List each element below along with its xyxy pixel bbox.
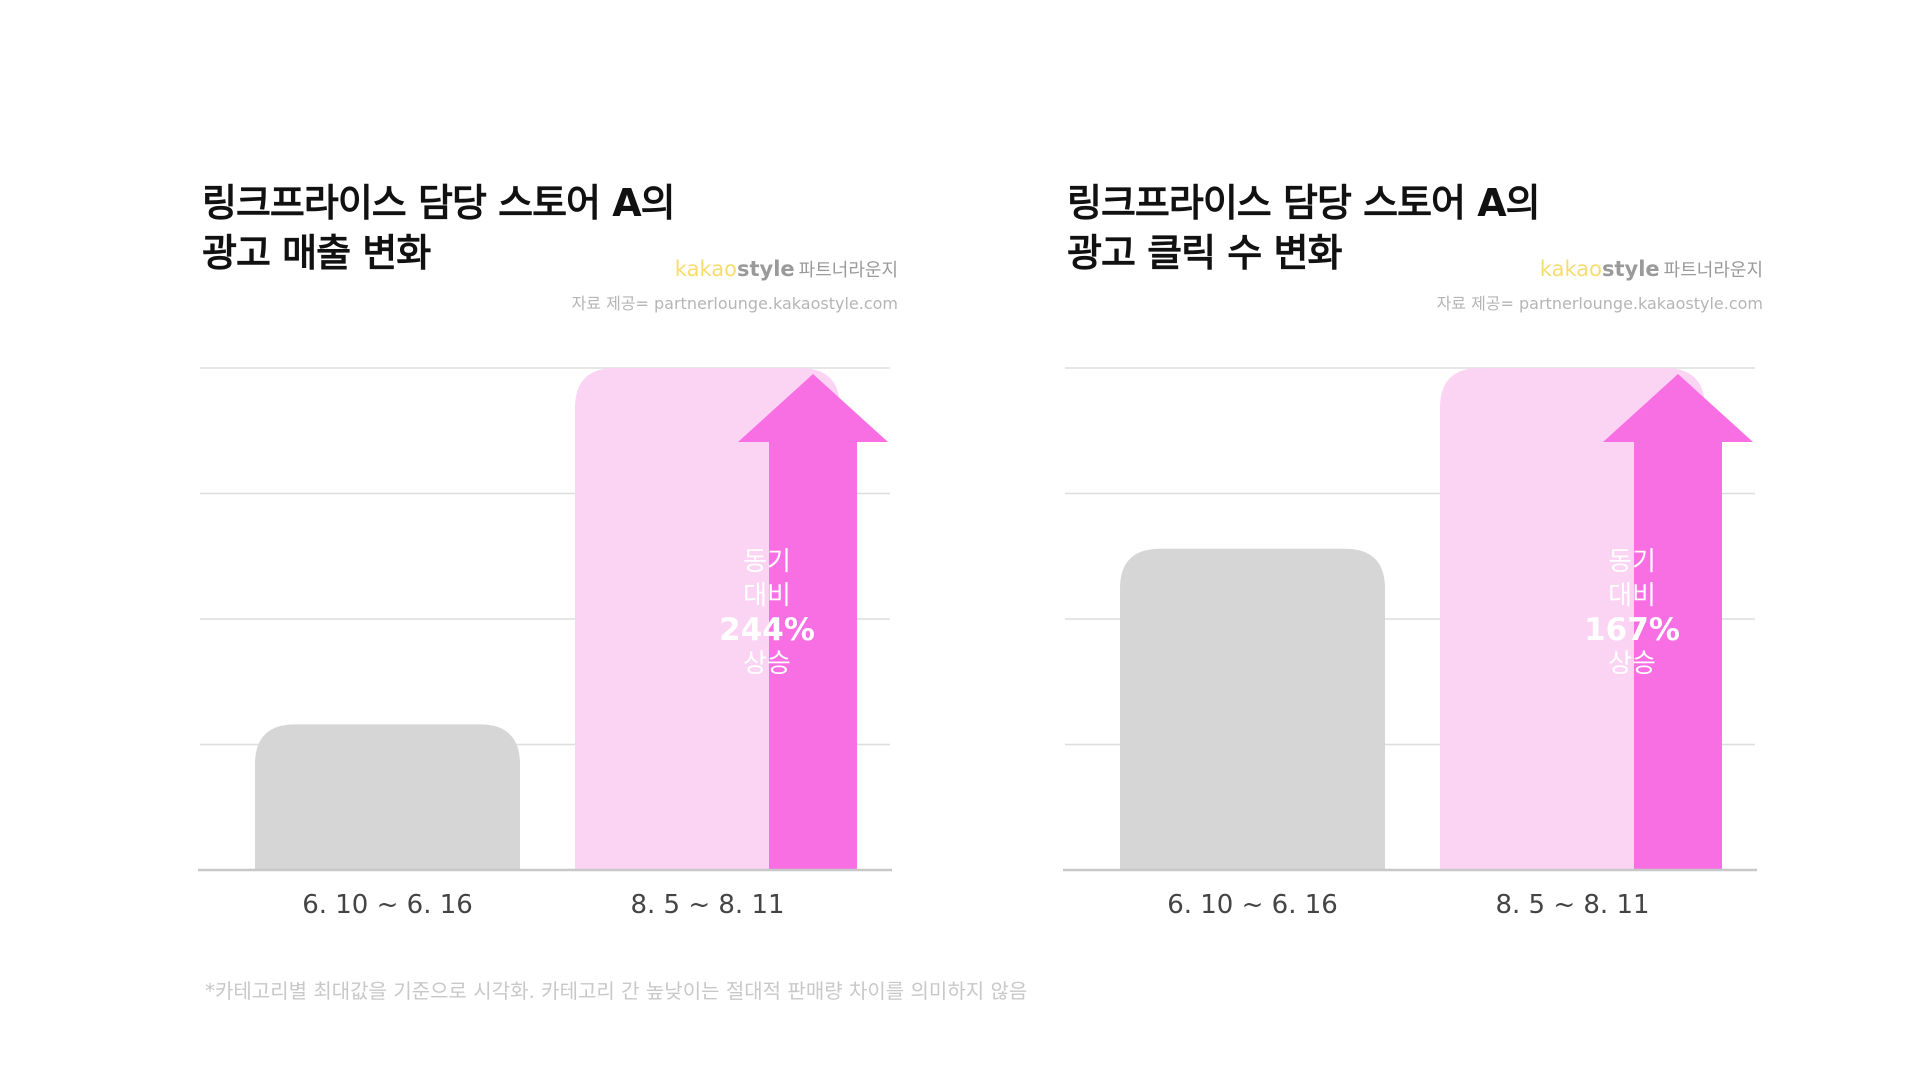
footnote: *카테고리별 최대값을 기준으로 시각화. 카테고리 간 높낮이는 절대적 판매… [205, 979, 1028, 1003]
callout-word-2: 대비 [1608, 581, 1656, 611]
brand-suffix-text: 파트너라운지 [1663, 260, 1763, 281]
callout-percent: 167% [1584, 612, 1680, 648]
bar-before-period [255, 724, 520, 870]
x-tick-label: 8. 5 ~ 8. 11 [630, 890, 784, 920]
brand-style-text: style [736, 257, 795, 281]
callout-word-1: 동기 [743, 547, 791, 577]
chart-panel-ad-clicks: 링크프라이스 담당 스토어 A의 광고 클릭 수 변화 kakaostyle 파트… [1055, 0, 1775, 1080]
brand-style-text: style [1601, 257, 1660, 281]
bar-chart-ad-revenue: 6. 10 ~ 6. 16 8. 5 ~ 8. 11 [198, 367, 892, 920]
chart-title-line-1: 링크프라이스 담당 스토어 A의 [202, 181, 676, 225]
chart-title: 링크프라이스 담당 스토어 A의 광고 클릭 수 변화 [1067, 178, 1541, 278]
brand-suffix-text: 파트너라운지 [798, 260, 898, 281]
brand-kakao-text: kakao [1539, 257, 1602, 281]
callout-percent: 244% [719, 612, 815, 648]
arrow-callout: 동기 대비 167% 상승 [1577, 545, 1687, 681]
chart-title-line-2: 광고 매출 변화 [202, 231, 431, 275]
arrow-callout: 동기 대비 244% 상승 [712, 545, 822, 681]
callout-word-3: 상승 [743, 649, 791, 679]
kakaostyle-logo: kakaostyle 파트너라운지 [1540, 256, 1763, 282]
x-tick-label: 8. 5 ~ 8. 11 [1495, 890, 1649, 920]
bar-before-period [1120, 548, 1385, 870]
bar-chart-ad-clicks: 6. 10 ~ 6. 16 8. 5 ~ 8. 11 [1063, 367, 1757, 920]
brand-kakao-text: kakao [674, 257, 737, 281]
callout-word-3: 상승 [1608, 649, 1656, 679]
callout-word-1: 동기 [1608, 547, 1656, 577]
chart-title: 링크프라이스 담당 스토어 A의 광고 매출 변화 [202, 178, 676, 278]
source-credit: 자료 제공= partnerlounge.kakaostyle.com [571, 294, 898, 313]
callout-word-2: 대비 [743, 581, 791, 611]
chart-panel-ad-revenue: 링크프라이스 담당 스토어 A의 광고 매출 변화 kakaostyle 파트너라… [190, 0, 910, 1080]
x-tick-label: 6. 10 ~ 6. 16 [1167, 890, 1338, 920]
chart-title-line-2: 광고 클릭 수 변화 [1067, 231, 1342, 275]
x-tick-label: 6. 10 ~ 6. 16 [302, 890, 473, 920]
source-credit: 자료 제공= partnerlounge.kakaostyle.com [1436, 294, 1763, 313]
kakaostyle-logo: kakaostyle 파트너라운지 [675, 256, 898, 282]
increase-arrow-icon [1603, 374, 1753, 870]
chart-title-line-1: 링크프라이스 담당 스토어 A의 [1067, 181, 1541, 225]
increase-arrow-icon [738, 374, 888, 870]
